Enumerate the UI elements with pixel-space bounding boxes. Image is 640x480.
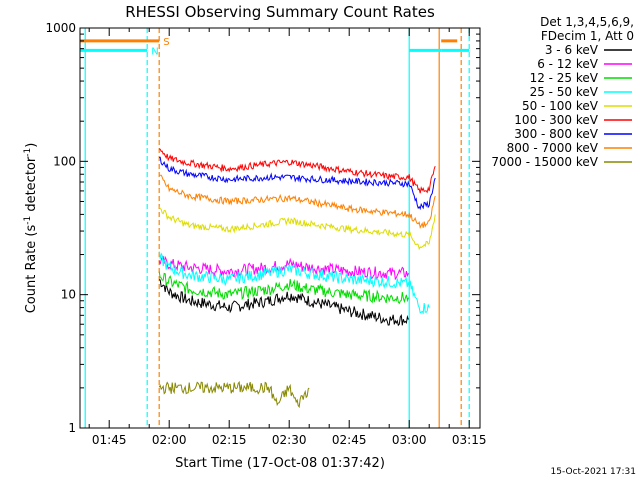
- legend-label-2: 12 - 25 keV: [530, 71, 599, 85]
- y-axis-label-sup1: -1: [23, 216, 33, 225]
- legend-header-line-1: Det 1,3,4,5,6,9,: [540, 15, 634, 29]
- legend-label-8: 7000 - 15000 keV: [491, 155, 598, 169]
- series-line-7: [159, 174, 436, 230]
- series-line-5: [158, 148, 436, 194]
- series-line-3: [158, 251, 430, 315]
- legend-label-4: 50 - 100 keV: [522, 99, 599, 113]
- y-axis-label: Count Rate (s-1 detector-1): [23, 143, 39, 314]
- state-bar-label-s: S: [163, 37, 169, 48]
- legend-label-0: 3 - 6 keV: [545, 43, 599, 57]
- chart-title: RHESSI Observing Summary Count Rates: [125, 3, 435, 21]
- legend-header-line-2: FDecim 1, Att 0: [541, 29, 634, 43]
- series-line-0: [159, 279, 409, 327]
- footer-date: 15-Oct-2021 17:31: [551, 467, 636, 477]
- y-tick-label-1: 10: [61, 288, 76, 302]
- y-tick-label-3: 1000: [45, 21, 76, 35]
- y-axis-label-end: ): [24, 143, 39, 148]
- x-tick-label-6: 03:15: [452, 433, 487, 447]
- y-axis-label-sup2: -1: [23, 148, 33, 157]
- legend: Det 1,3,4,5,6,9, FDecim 1, Att 0 3 - 6 k…: [491, 15, 634, 169]
- series-line-4: [158, 206, 436, 251]
- x-tick-label-0: 01:45: [92, 433, 127, 447]
- y-axis-label-mid: detector: [24, 156, 39, 216]
- legend-label-6: 300 - 800 keV: [514, 127, 598, 141]
- plot-frame: [79, 27, 481, 429]
- x-tick-label-1: 02:00: [152, 433, 187, 447]
- series-line-2: [158, 271, 409, 305]
- y-tick-label-0: 1: [68, 421, 76, 435]
- vertical-markers: [84, 28, 470, 428]
- series-lines: [158, 148, 436, 409]
- y-axis-label-main: Count Rate (s: [24, 225, 39, 314]
- series-line-6: [159, 156, 436, 211]
- x-tick-label-3: 02:30: [272, 433, 307, 447]
- x-axis-label: Start Time (17-Oct-08 01:37:42): [175, 456, 385, 471]
- x-tick-label-2: 02:15: [212, 433, 247, 447]
- x-tick-label-4: 02:45: [332, 433, 367, 447]
- y-tick-label-2: 100: [53, 154, 76, 168]
- state-bar-label-n: N: [151, 46, 158, 57]
- legend-label-1: 6 - 12 keV: [537, 57, 599, 71]
- legend-label-3: 25 - 50 keV: [530, 85, 599, 99]
- x-axis-ticks: 01:45 02:00 02:15 02:30 02:45 03:00 03:15: [88, 28, 487, 447]
- y-axis-ticks: 1 10 100 1000: [45, 21, 480, 435]
- x-tick-label-5: 03:00: [392, 433, 427, 447]
- legend-label-7: 800 - 7000 keV: [507, 141, 599, 155]
- state-bars: SN: [80, 37, 470, 57]
- series-line-8: [158, 380, 310, 409]
- legend-label-5: 100 - 300 keV: [514, 113, 598, 127]
